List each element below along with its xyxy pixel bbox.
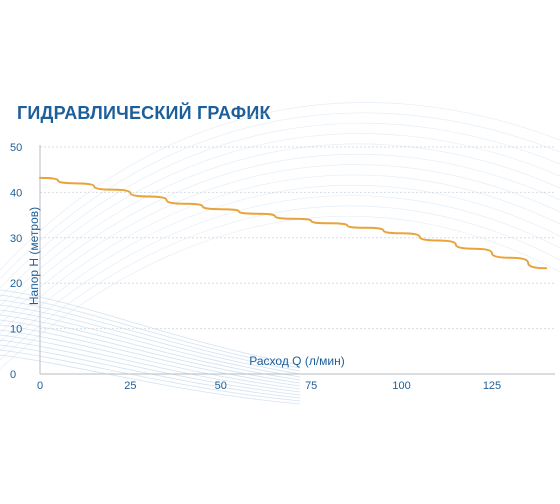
- series-line: [39, 176, 548, 270]
- y-tick-label: 20: [10, 278, 22, 290]
- decor-swoosh: [0, 314, 301, 381]
- y-axis-label: Напор H (метров): [27, 207, 41, 305]
- axis-labels: 0 10 20 30 40 50 0 25 50 75 100 125 Расход Q (л/мин)…: [10, 142, 501, 392]
- chart-title: ГИДРАВЛИЧЕСКИЙ ГРАФИК: [17, 103, 271, 123]
- grid-lines: [40, 146, 555, 330]
- y-tick-label: 10: [10, 324, 22, 336]
- decor-swoosh: [0, 319, 301, 384]
- decor-swoosh: [0, 344, 301, 399]
- decor-wave: [0, 215, 560, 370]
- decor-swoosh: [0, 289, 301, 366]
- decor-swoosh: [0, 324, 301, 387]
- decor-wave: [0, 122, 560, 289]
- y-tick-label: 50: [10, 142, 22, 154]
- decor-wave: [0, 195, 560, 352]
- x-tick-label: 75: [305, 380, 317, 392]
- y-tick-label: 0: [10, 369, 16, 381]
- decor-swoosh: [0, 329, 301, 390]
- x-tick-label: 25: [124, 380, 136, 392]
- data-series: [39, 176, 548, 270]
- decor-swoosh: [0, 354, 301, 405]
- decor-wave: [0, 205, 560, 361]
- background-wave-decoration: [0, 102, 560, 405]
- x-tick-label: 0: [37, 380, 43, 392]
- decor-swoosh: [0, 339, 301, 396]
- decor-wave: [0, 133, 560, 298]
- decor-wave: [0, 102, 560, 271]
- decor-wave: [0, 143, 560, 307]
- decor-swoosh: [0, 294, 301, 369]
- y-tick-label: 40: [10, 187, 22, 199]
- decor-swoosh: [0, 304, 301, 375]
- x-tick-label: 100: [392, 380, 410, 392]
- decor-swoosh: [0, 334, 301, 393]
- decor-wave: [0, 174, 560, 334]
- decor-swoosh: [0, 299, 301, 372]
- x-tick-label: 125: [483, 380, 501, 392]
- x-tick-label: 50: [215, 380, 227, 392]
- decor-swoosh: [0, 309, 301, 378]
- decor-wave: [0, 164, 560, 325]
- decor-wave: [0, 184, 560, 343]
- y-tick-label: 30: [10, 233, 22, 245]
- decor-wave: [0, 112, 560, 280]
- axes: [39, 145, 555, 375]
- x-axis-label: Расход Q (л/мин): [249, 354, 344, 368]
- decor-wave: [0, 154, 560, 316]
